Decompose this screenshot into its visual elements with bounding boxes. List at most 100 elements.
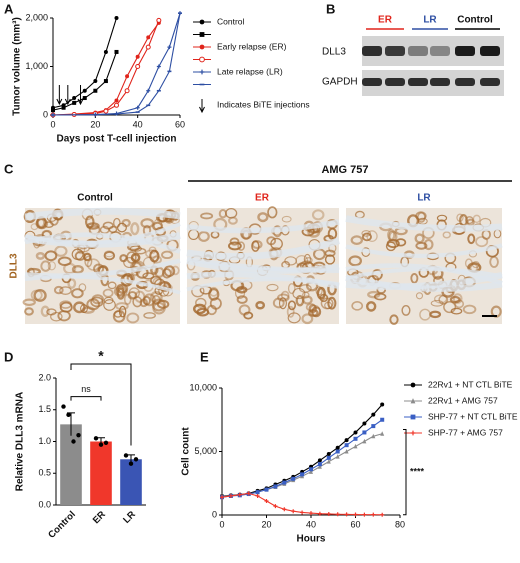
cell	[257, 212, 269, 223]
marker	[135, 54, 140, 59]
marker	[353, 512, 358, 517]
cell	[287, 312, 301, 324]
cell	[59, 286, 72, 295]
cell	[115, 302, 129, 311]
cell	[302, 295, 313, 305]
marker	[410, 414, 416, 420]
marker	[282, 480, 287, 485]
marker	[410, 430, 416, 436]
cell	[434, 294, 448, 304]
cell	[126, 312, 140, 324]
data-point	[123, 453, 129, 458]
cell	[467, 233, 476, 245]
x-tick-label: 40	[133, 119, 143, 129]
cell	[423, 238, 434, 251]
y-tick-label: 1,000	[25, 61, 48, 71]
marker	[273, 504, 278, 509]
x-axis-label: Hours	[297, 534, 326, 545]
injection-arrow	[64, 85, 71, 106]
panel-label: A	[4, 1, 14, 16]
cell	[277, 293, 290, 302]
cell	[44, 250, 58, 262]
significance-label: ****	[410, 467, 425, 477]
cell	[450, 307, 463, 315]
cell	[324, 254, 336, 265]
cell	[22, 298, 36, 306]
data-point	[93, 436, 99, 441]
stroma	[345, 274, 503, 292]
stroma	[186, 256, 340, 274]
cell	[415, 292, 424, 300]
cell	[348, 255, 363, 267]
marker	[228, 493, 233, 498]
band	[480, 78, 500, 86]
x-tick-label: ER	[91, 509, 108, 526]
data-point	[133, 457, 139, 462]
marker	[317, 462, 322, 467]
y-tick-label: 2,000	[25, 12, 48, 22]
band	[455, 78, 475, 86]
marker	[82, 88, 87, 93]
marker	[371, 412, 376, 417]
y-tick-label: 0.5	[38, 468, 51, 478]
marker	[93, 88, 98, 93]
stroma	[186, 271, 340, 290]
significance-label: *	[98, 348, 104, 364]
marker	[114, 98, 119, 103]
cell	[234, 287, 246, 299]
band	[430, 78, 450, 86]
cell	[302, 291, 310, 299]
marker	[291, 476, 296, 481]
blot-row-label: GAPDH	[322, 77, 358, 88]
cell	[33, 289, 47, 302]
marker	[380, 402, 385, 407]
data-point	[103, 440, 109, 445]
marker	[344, 443, 349, 448]
cell	[143, 312, 156, 319]
band	[455, 46, 475, 56]
y-axis-label: Relative DLL3 mRNA	[15, 392, 26, 491]
cell	[123, 272, 133, 285]
cell	[127, 291, 138, 300]
y-axis-label: Tumor volume (mm³)	[12, 17, 23, 116]
cell	[150, 291, 163, 304]
cell	[24, 307, 34, 316]
cell	[113, 217, 121, 228]
cell	[307, 309, 319, 317]
cell	[145, 249, 159, 259]
legend-label: SHP-77 + NT CTL BiTE	[428, 411, 518, 421]
cell	[53, 285, 64, 295]
cell	[67, 278, 77, 289]
cell	[324, 249, 336, 257]
cell	[395, 238, 407, 247]
x-tick-label: Control	[46, 509, 78, 541]
marker	[353, 443, 358, 449]
cell	[40, 260, 51, 272]
significance-bracket	[70, 363, 132, 446]
cell	[50, 311, 63, 322]
data-point	[71, 439, 76, 444]
marker	[300, 472, 305, 477]
legend-label: 22Rv1 + AMG 757	[428, 395, 498, 405]
bar	[60, 424, 82, 505]
marker	[335, 449, 340, 454]
band	[362, 78, 382, 86]
blot-row-label: DLL3	[322, 47, 346, 58]
cell	[225, 207, 238, 219]
x-tick-label: 20	[261, 519, 271, 529]
marker	[326, 452, 331, 457]
y-axis-label: Cell count	[181, 427, 192, 476]
series-line	[221, 419, 383, 498]
marker	[309, 511, 313, 516]
marker	[264, 487, 269, 492]
marker	[317, 511, 322, 516]
cell	[456, 213, 464, 222]
stroma	[345, 215, 503, 232]
cell	[121, 218, 131, 228]
injection-arrow	[56, 85, 63, 106]
panel-label: C	[4, 161, 14, 176]
marker	[124, 88, 130, 94]
band	[385, 46, 405, 56]
cell	[54, 245, 68, 257]
